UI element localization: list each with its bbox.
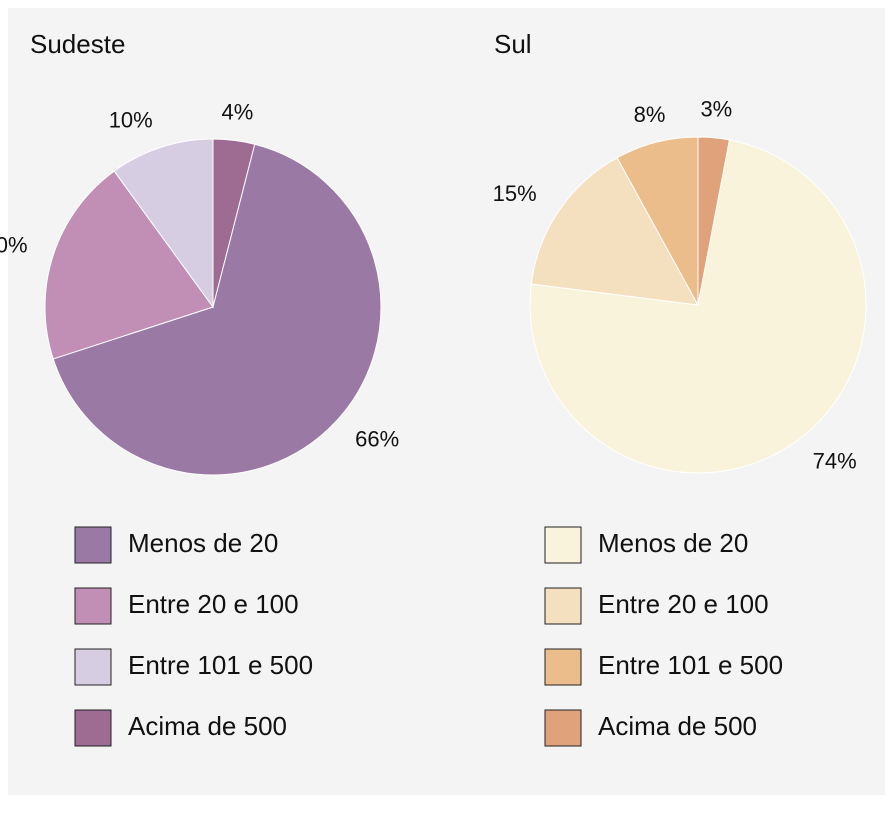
pie-slice <box>616 136 699 306</box>
legend-swatch <box>544 648 582 686</box>
data-label: 4% <box>222 99 254 124</box>
legend-swatch <box>74 587 112 625</box>
data-label: 15% <box>493 181 537 206</box>
chart-title: Sul <box>494 29 532 59</box>
legend-swatch <box>544 526 582 564</box>
legend-text: Menos de 20 <box>128 528 278 558</box>
pie-slice <box>529 139 867 474</box>
data-label: 20% <box>0 233 28 258</box>
data-label: 66% <box>355 426 399 451</box>
data-label: 74% <box>813 449 857 474</box>
legend-text: Entre 101 e 500 <box>598 650 783 680</box>
legend-swatch <box>544 709 582 747</box>
legend-text: Entre 20 e 100 <box>128 589 299 619</box>
legend-text: Acima de 500 <box>128 711 287 741</box>
legend-swatch <box>74 648 112 686</box>
data-label: 10% <box>109 107 153 132</box>
pie-slice <box>52 143 382 476</box>
legend-swatch <box>74 526 112 564</box>
chart-title: Sudeste <box>30 29 125 59</box>
legend-text: Menos de 20 <box>598 528 748 558</box>
pie-slice <box>530 157 699 306</box>
pie-slice <box>44 170 214 360</box>
data-label: 3% <box>700 97 732 122</box>
legend-swatch <box>74 709 112 747</box>
pie-slice <box>113 138 214 309</box>
data-label: 8% <box>634 102 666 127</box>
legend-text: Acima de 500 <box>598 711 757 741</box>
legend-swatch <box>544 587 582 625</box>
legend-text: Entre 20 e 100 <box>598 589 769 619</box>
legend-text: Entre 101 e 500 <box>128 650 313 680</box>
